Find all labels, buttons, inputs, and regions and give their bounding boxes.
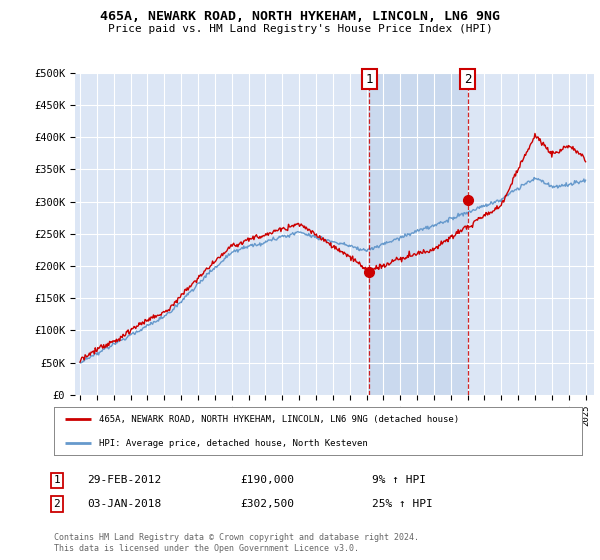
- Text: 465A, NEWARK ROAD, NORTH HYKEHAM, LINCOLN, LN6 9NG: 465A, NEWARK ROAD, NORTH HYKEHAM, LINCOL…: [100, 10, 500, 23]
- Text: 03-JAN-2018: 03-JAN-2018: [87, 499, 161, 509]
- Text: Price paid vs. HM Land Registry's House Price Index (HPI): Price paid vs. HM Land Registry's House …: [107, 24, 493, 34]
- Text: 9% ↑ HPI: 9% ↑ HPI: [372, 475, 426, 486]
- Text: HPI: Average price, detached house, North Kesteven: HPI: Average price, detached house, Nort…: [99, 439, 368, 448]
- Text: 25% ↑ HPI: 25% ↑ HPI: [372, 499, 433, 509]
- Text: Contains HM Land Registry data © Crown copyright and database right 2024.
This d: Contains HM Land Registry data © Crown c…: [54, 533, 419, 553]
- Text: 1: 1: [53, 475, 61, 486]
- Text: £302,500: £302,500: [240, 499, 294, 509]
- Text: 465A, NEWARK ROAD, NORTH HYKEHAM, LINCOLN, LN6 9NG (detached house): 465A, NEWARK ROAD, NORTH HYKEHAM, LINCOL…: [99, 415, 459, 424]
- Text: 2: 2: [464, 73, 472, 86]
- Text: 1: 1: [365, 73, 373, 86]
- Text: 2: 2: [53, 499, 61, 509]
- Text: £190,000: £190,000: [240, 475, 294, 486]
- Bar: [369, 73, 468, 395]
- Text: 29-FEB-2012: 29-FEB-2012: [87, 475, 161, 486]
